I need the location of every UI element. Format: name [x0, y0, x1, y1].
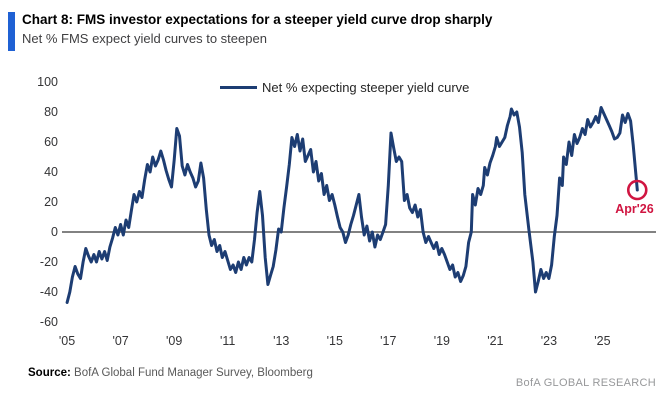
annotation-label: Apr'26 — [615, 202, 654, 216]
y-tick-label: 80 — [44, 105, 58, 119]
x-tick-label: '05 — [58, 334, 76, 348]
y-tick-label: 0 — [51, 225, 58, 239]
x-tick-label: '09 — [166, 334, 183, 348]
x-tick-label: '25 — [594, 334, 611, 348]
source-text: BofA Global Fund Manager Survey, Bloombe… — [70, 367, 313, 379]
legend-label: Net % expecting steeper yield curve — [262, 80, 470, 95]
series-line — [65, 106, 639, 304]
x-tick-label: '15 — [326, 334, 343, 348]
y-tick-label: -60 — [39, 315, 58, 329]
legend-line-swatch — [220, 85, 257, 90]
source-note: Source: BofA Global Fund Manager Survey,… — [28, 367, 313, 379]
chart-subtitle: Net % FMS expect yield curves to steepen — [22, 31, 267, 46]
x-tick-label: '07 — [112, 334, 129, 348]
y-tick-label: 100 — [37, 75, 58, 89]
brand-footer: BofA GLOBAL RESEARCH — [515, 377, 656, 389]
x-tick-label: '23 — [540, 334, 558, 348]
y-tick-label: -20 — [39, 255, 58, 269]
x-tick-label: '17 — [380, 334, 397, 348]
x-tick-label: '13 — [273, 334, 290, 348]
title-accent-bar — [8, 12, 15, 51]
chart-title: Chart 8: FMS investor expectations for a… — [22, 12, 493, 27]
x-tick-label: '21 — [487, 334, 504, 348]
x-tick-label: '19 — [433, 334, 450, 348]
annotation-circle — [626, 179, 648, 201]
y-tick-label: -40 — [39, 285, 58, 299]
y-tick-label: 40 — [44, 165, 58, 179]
source-label: Source: — [28, 367, 71, 379]
y-tick-label: 20 — [44, 195, 58, 209]
legend: Net % expecting steeper yield curve — [220, 80, 469, 95]
y-tick-label: 60 — [44, 135, 58, 149]
x-tick-label: '11 — [220, 334, 236, 348]
